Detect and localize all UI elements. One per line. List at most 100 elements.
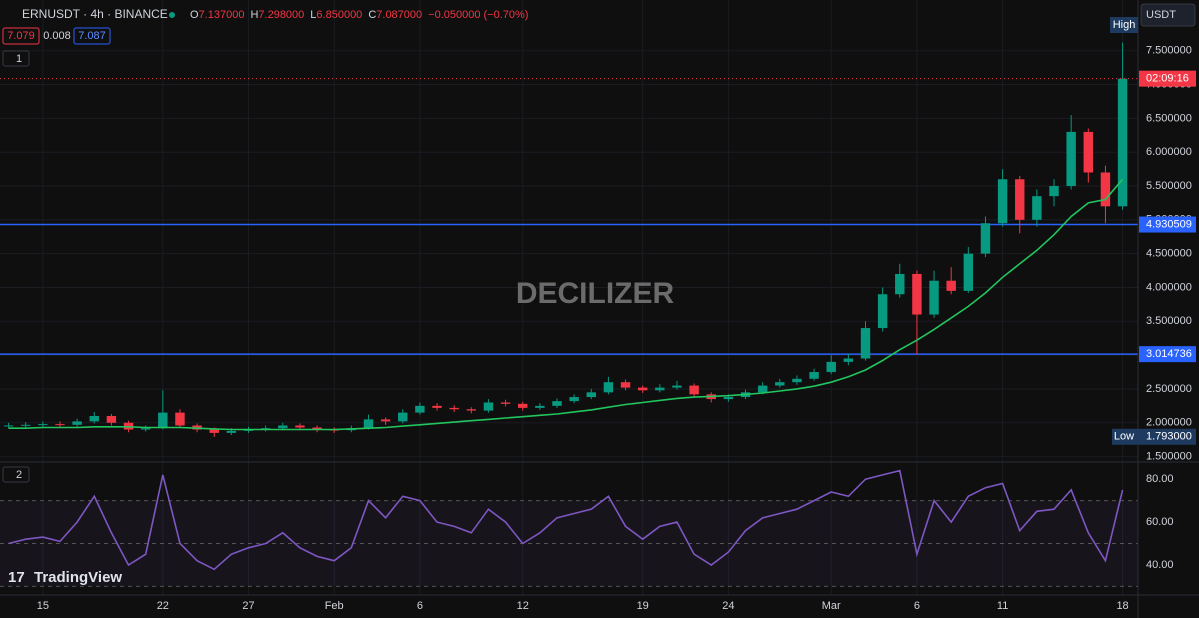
x-tick-label: 19	[637, 600, 649, 612]
candle-body	[312, 427, 322, 430]
rsi-tick-label: 40.00	[1146, 559, 1174, 571]
candle-body	[655, 387, 665, 391]
pane-number: 1	[16, 53, 22, 65]
candle-body	[775, 382, 785, 386]
candle-body	[363, 419, 374, 429]
ask-badge	[73, 27, 111, 45]
ohlc-change: −0.050000 (−0.70%)	[428, 9, 528, 21]
pane-toggle[interactable]	[2, 466, 30, 483]
candle-body	[1015, 179, 1025, 220]
ohlc-key: L	[310, 9, 316, 21]
y-tick-label: 5.500000	[1146, 180, 1192, 192]
x-tick-label: 18	[1116, 600, 1128, 612]
candle-body	[449, 407, 459, 410]
countdown-badge	[1139, 70, 1196, 87]
y-tick-label: 7.500000	[1146, 45, 1192, 57]
candle-body	[689, 385, 699, 395]
candle-body	[175, 412, 185, 426]
candle-body	[569, 397, 579, 402]
candle-body	[895, 273, 905, 295]
status-dot	[169, 12, 175, 18]
currency: USDT	[1146, 9, 1176, 21]
candle-body	[1032, 196, 1042, 220]
candle-body	[860, 328, 871, 359]
y-tick-label: 4.000000	[1146, 281, 1192, 293]
candle-body	[912, 273, 922, 315]
low-badge	[1112, 428, 1196, 445]
candle-body	[295, 425, 305, 428]
pane-number: 2	[16, 469, 22, 481]
x-tick-label: Feb	[325, 600, 344, 612]
y-tick-label: 4.500000	[1146, 248, 1192, 260]
candle-body	[757, 385, 768, 393]
low-value: 1.793000	[1146, 431, 1192, 443]
candle-body	[518, 403, 528, 408]
axis: 15 22 27 Feb 6 12 19 24 Mar 6 11 18 1.500000 2.000000…	[37, 17, 1196, 612]
watermark: DECILIZER	[516, 277, 675, 310]
y-tick-label: 2.000000	[1146, 417, 1192, 429]
candle-body	[997, 179, 1008, 224]
candle-body	[586, 392, 596, 398]
x-tick-label: 22	[157, 600, 169, 612]
candle-body	[637, 387, 648, 391]
pane-toggle[interactable]	[2, 50, 30, 67]
candle-body	[929, 280, 939, 315]
candle-body	[380, 419, 391, 422]
high-badge	[1110, 17, 1138, 33]
x-tick-label: 24	[722, 600, 734, 612]
y-tick-label: 2.500000	[1146, 383, 1192, 395]
candle-body	[158, 412, 168, 429]
level-label: 3.014736	[1146, 348, 1192, 360]
ohlc-value: 7.298000	[258, 9, 304, 21]
ohlc: O7.137000 H7.298000 L6.850000 C7.087000 −0.0…	[190, 9, 528, 21]
candle-body	[1049, 186, 1059, 197]
candle-body	[432, 405, 442, 408]
candle-body	[278, 425, 288, 429]
candle-body	[209, 429, 219, 433]
x-tick-label: 11	[997, 600, 1008, 612]
x-tick-label: Mar	[822, 600, 841, 612]
candle-body	[466, 409, 477, 411]
candle-body	[226, 430, 237, 433]
candle-body	[877, 294, 888, 329]
candle-body	[3, 425, 14, 427]
candle-body	[1066, 131, 1076, 187]
candle-body	[20, 424, 31, 426]
candle-body	[620, 382, 631, 388]
candle-body	[500, 402, 511, 404]
candle-body	[809, 372, 819, 379]
logo-mark: 17	[8, 569, 25, 586]
candle-body	[535, 405, 545, 408]
ohlc-key: O	[190, 9, 199, 21]
y-tick-label: 6.000000	[1146, 146, 1192, 158]
x-tick-label: 15	[37, 600, 49, 612]
rsi-tick-label: 60.00	[1146, 516, 1174, 528]
low-label: Low	[1114, 431, 1134, 443]
countdown: 02:09:16	[1146, 73, 1189, 85]
badges: 7.079 0.008 7.087 1 2 USDT	[2, 3, 1196, 483]
candle-body	[672, 385, 682, 388]
candle-body	[552, 401, 562, 406]
x-tick-label: 12	[517, 600, 529, 612]
y-tick-label: 6.500000	[1146, 112, 1192, 124]
high-label: High	[1113, 19, 1136, 31]
header: ERNUSDT · 4h · BINANCE O7.137000 H7.29800…	[22, 7, 528, 21]
candle-body	[106, 416, 117, 423]
bid-badge	[2, 27, 40, 45]
bid: 7.079	[7, 30, 35, 42]
candle-body	[55, 424, 65, 426]
candle-body	[72, 421, 82, 425]
logo: TradingView	[34, 569, 122, 586]
spread: 0.008	[43, 30, 71, 42]
x-tick-label: 27	[242, 600, 254, 612]
candle-body	[398, 412, 408, 422]
level-badge	[1139, 346, 1196, 363]
candle-body	[38, 424, 48, 426]
plot	[0, 42, 1138, 571]
candle-body	[963, 253, 974, 291]
currency-button[interactable]	[1140, 3, 1196, 27]
level-label: 4.930509	[1146, 218, 1192, 230]
level-badge	[1139, 216, 1196, 233]
